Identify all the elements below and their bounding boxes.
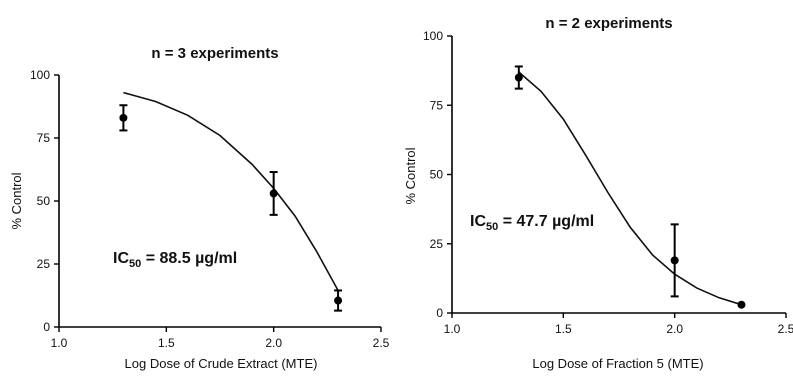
- x-tick-label: 1.0: [51, 336, 68, 350]
- y-tick-label: 100: [30, 68, 50, 82]
- ic50-prefix: IC: [470, 213, 486, 230]
- chart-title: n = 3 experiments: [151, 45, 278, 62]
- fit-curve: [123, 91, 339, 291]
- ic50-annotation: IC50 = 88.5 µg/ml: [113, 250, 237, 270]
- y-tick-label: 50: [430, 168, 444, 182]
- axis-ticks: 1.0 1.5 2.0 2.5 0 25 50 75 100: [423, 29, 793, 336]
- ic50-subscript: 50: [129, 258, 141, 270]
- ic50-value: = 47.7 µg/ml: [498, 213, 594, 230]
- axis-ticks: 1.0 1.5 2.0 2.5 0 25 50 75 100: [30, 68, 390, 350]
- x-tick-label: 1.0: [444, 322, 461, 336]
- data-point: [670, 256, 679, 265]
- y-tick-label: 75: [37, 131, 51, 145]
- y-tick-label: 0: [436, 306, 443, 320]
- data-point: [269, 189, 278, 198]
- y-tick-label: 25: [37, 257, 51, 271]
- x-tick-label: 2.0: [265, 336, 282, 350]
- data-point: [334, 296, 343, 305]
- y-tick-label: 25: [430, 237, 444, 251]
- x-tick-label: 2.0: [666, 322, 683, 336]
- x-axis-label: Log Dose of Fraction 5 (MTE): [532, 356, 703, 371]
- ic50-value: = 88.5 µg/ml: [141, 250, 237, 267]
- y-tick-label: 50: [37, 194, 51, 208]
- data-point: [119, 113, 128, 122]
- y-axis-label: % Control: [403, 147, 418, 204]
- fit-curve: [518, 71, 742, 306]
- ic50-subscript: 50: [486, 221, 498, 233]
- data-points: [514, 65, 746, 309]
- x-tick-label: 2.5: [778, 322, 793, 336]
- x-tick-label: 2.5: [373, 336, 390, 350]
- x-axis-label: Log Dose of Crude Extract (MTE): [125, 356, 318, 371]
- ic50-prefix: IC: [113, 250, 129, 267]
- ic50-annotation: IC50 = 47.7 µg/ml: [470, 213, 594, 233]
- x-tick-label: 1.5: [158, 336, 175, 350]
- y-axis-label: % Control: [9, 172, 24, 229]
- chart-panel-crude-extract: n = 3 experiments 1.0 1.5 2.0 2.5 0 25 50 75 100…: [9, 45, 390, 371]
- x-tick-label: 1.5: [555, 322, 572, 336]
- y-tick-label: 0: [43, 320, 50, 334]
- chart-panel-fraction-5: n = 2 experiments 1.0 1.5 2.0 2.5 0 25 50 75 100…: [403, 15, 793, 371]
- data-point: [737, 300, 746, 309]
- y-tick-label: 75: [430, 98, 444, 112]
- data-points: [119, 104, 343, 312]
- y-tick-label: 100: [423, 29, 443, 43]
- data-point: [514, 73, 523, 82]
- chart-title: n = 2 experiments: [545, 15, 672, 32]
